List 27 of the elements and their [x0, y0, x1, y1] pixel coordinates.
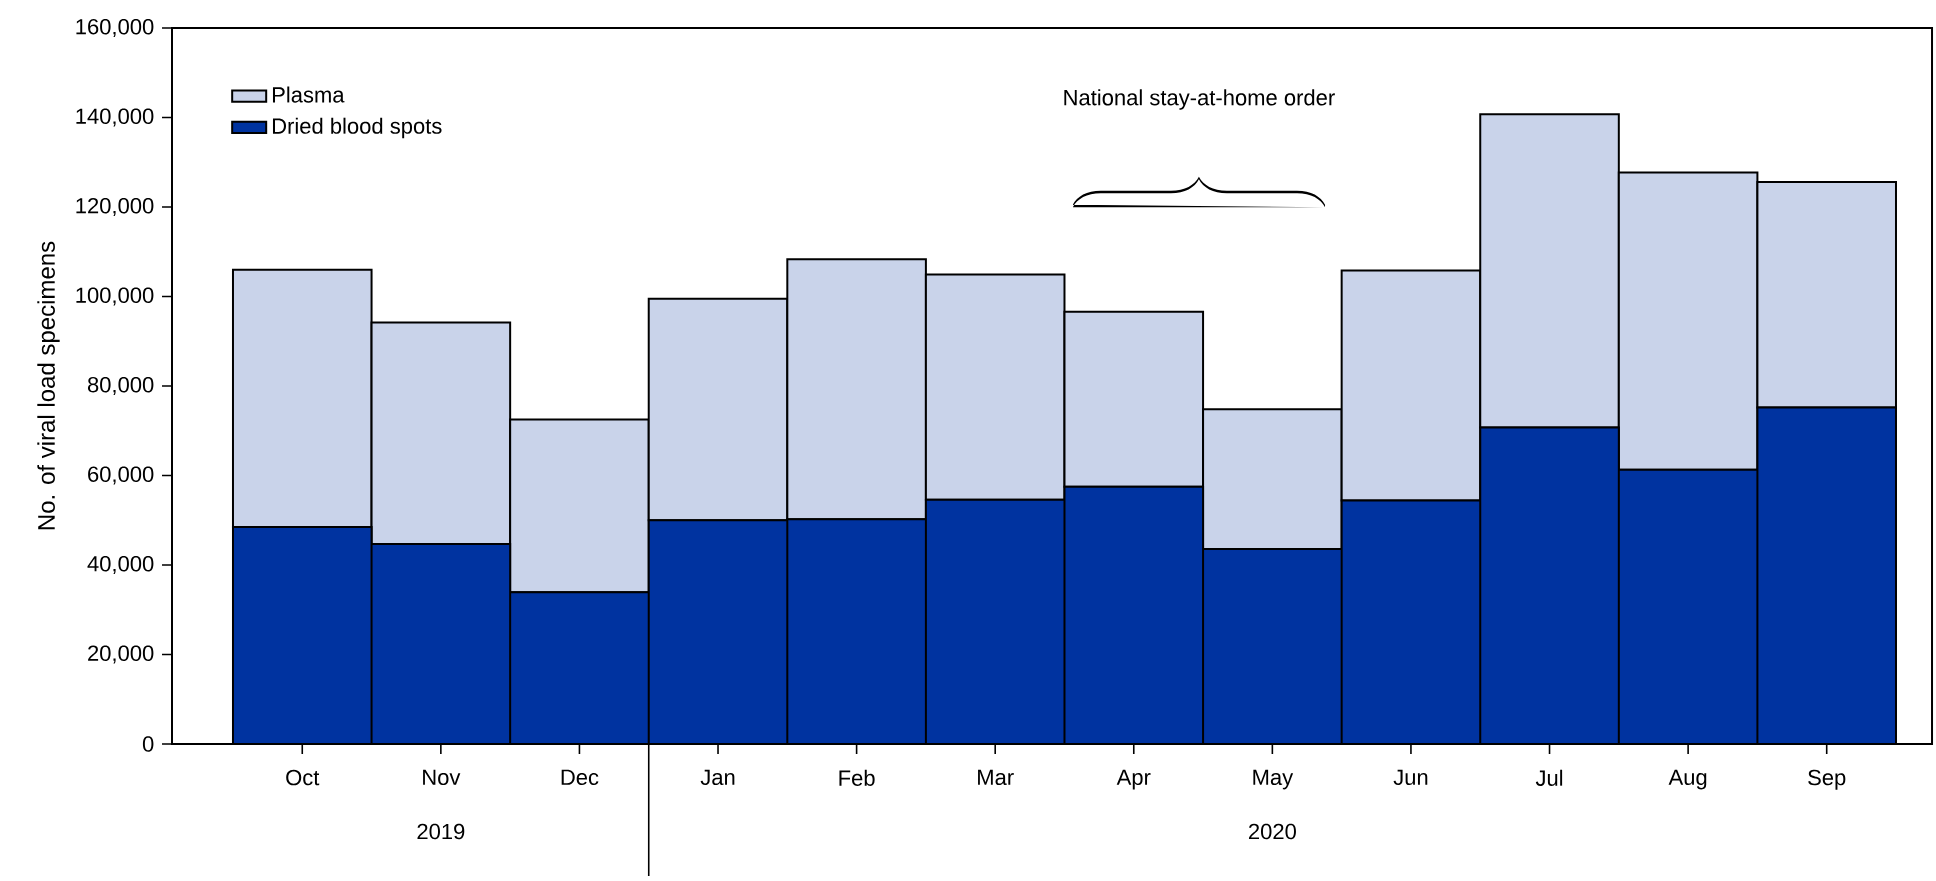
y-tick-label: 100,000: [76, 287, 154, 306]
text: 2019: [417, 823, 465, 840]
legend-label: Dried blood spots: [272, 117, 442, 139]
legend-label: Plasma: [272, 86, 345, 103]
y-tick-label: 0: [142, 736, 154, 752]
y-tick-label: 40,000: [87, 555, 154, 575]
x-tick-label: Feb: [839, 769, 875, 786]
x-tick-label: Mar: [978, 769, 1014, 786]
y-tick-label: 120,000: [76, 197, 154, 217]
y-tick-label: 60,000: [88, 466, 154, 485]
x-tick-label: Jul: [1535, 769, 1563, 786]
annotation: National stay-at-home order: [1064, 89, 1335, 110]
x-tick-label: Nov: [423, 769, 461, 786]
x-tick-label: Jan: [700, 769, 735, 786]
y-tick-label: 140,000: [76, 108, 154, 127]
x-tick-label: Aug: [1668, 769, 1707, 790]
y-axis-title: No. of viral load specimens: [37, 241, 60, 530]
x-tick-label: Oct: [286, 769, 320, 786]
x-tick-label: Dec: [561, 769, 599, 786]
x-tick-label: Sep: [1808, 769, 1846, 790]
x-tick-label: May: [1253, 769, 1294, 790]
text: 2020: [1248, 823, 1296, 840]
y-tick-label: 160,000: [76, 18, 154, 38]
x-tick-label: Apr: [1116, 769, 1151, 790]
x-tick-label: Jun: [1393, 769, 1428, 786]
y-tick-label: 20,000: [88, 645, 154, 664]
y-tick-label: 80,000: [87, 376, 154, 396]
